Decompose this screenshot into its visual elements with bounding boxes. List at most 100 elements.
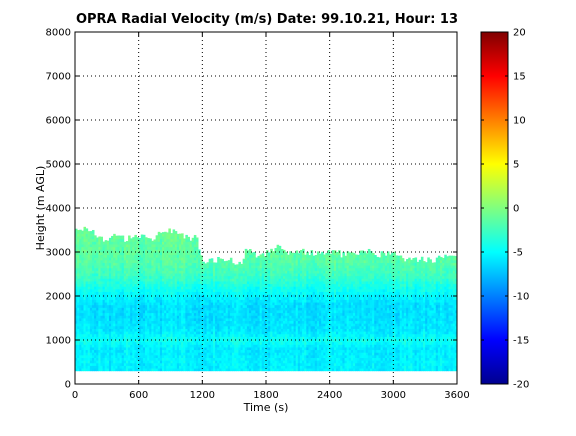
heatmap-cell xyxy=(285,278,288,282)
heatmap-cell xyxy=(138,273,142,277)
heatmap-cell xyxy=(85,233,89,237)
heatmap-cell xyxy=(130,307,133,311)
heatmap-cell xyxy=(168,296,171,300)
heatmap-cell xyxy=(132,281,135,285)
heatmap-cell xyxy=(164,238,167,242)
heatmap-cell xyxy=(157,254,161,258)
heatmap-cell xyxy=(104,240,108,242)
heatmap-cell xyxy=(162,333,165,337)
heatmap-cell xyxy=(87,357,91,361)
heatmap-cell xyxy=(276,273,280,277)
heatmap-cell xyxy=(119,352,123,356)
heatmap-cell xyxy=(191,302,195,306)
heatmap-cell xyxy=(159,238,163,242)
heatmap-cell xyxy=(236,288,239,292)
heatmap-cell xyxy=(89,299,93,303)
heatmap-cell xyxy=(263,323,267,327)
heatmap-cell xyxy=(270,304,273,308)
heatmap-cell xyxy=(91,357,95,361)
heatmap-cell xyxy=(91,347,95,351)
heatmap-cell xyxy=(138,291,142,295)
heatmap-cell xyxy=(121,244,125,248)
heatmap-cell xyxy=(91,238,95,242)
heatmap-cell xyxy=(155,354,159,358)
heatmap-cell xyxy=(96,296,99,300)
heatmap-cell xyxy=(174,365,178,369)
heatmap-cell xyxy=(195,267,199,271)
heatmap-cell xyxy=(155,328,159,332)
heatmap-cell xyxy=(195,275,199,279)
heatmap-cell xyxy=(278,323,282,327)
heatmap-cell xyxy=(142,323,146,327)
heatmap-cell xyxy=(113,331,116,335)
heatmap-cell xyxy=(217,333,220,337)
heatmap-cell xyxy=(123,288,127,292)
heatmap-cell xyxy=(225,270,229,274)
heatmap-cell xyxy=(136,294,140,298)
heatmap-cell xyxy=(151,291,154,295)
heatmap-cell xyxy=(181,352,184,356)
heatmap-cell xyxy=(268,267,271,271)
heatmap-cell xyxy=(134,315,137,319)
heatmap-cell xyxy=(151,349,154,353)
heatmap-cell xyxy=(98,360,101,364)
heatmap-cell xyxy=(263,315,267,319)
heatmap-cell xyxy=(117,310,120,314)
heatmap-cell xyxy=(98,354,101,358)
heatmap-cell xyxy=(166,368,169,372)
heatmap-cell xyxy=(147,278,150,282)
heatmap-cell xyxy=(155,307,159,311)
heatmap-cell xyxy=(221,258,224,261)
heatmap-cell xyxy=(187,365,190,369)
heatmap-cell xyxy=(119,254,123,258)
heatmap-cell xyxy=(223,336,227,340)
heatmap-cell xyxy=(261,286,265,290)
heatmap-cell xyxy=(278,267,282,271)
heatmap-cell xyxy=(291,307,294,311)
heatmap-cell xyxy=(174,252,178,256)
heatmap-cell xyxy=(91,278,95,282)
heatmap-cell xyxy=(162,278,165,282)
heatmap-cell xyxy=(187,244,190,248)
heatmap-cell xyxy=(229,259,233,263)
heatmap-cell xyxy=(145,238,148,242)
heatmap-cell xyxy=(153,259,157,263)
heatmap-cell xyxy=(132,328,135,332)
heatmap-cell xyxy=(108,344,112,348)
heatmap-cell xyxy=(202,286,205,290)
heatmap-cell xyxy=(255,339,258,343)
heatmap-cell xyxy=(217,347,220,351)
heatmap-cell xyxy=(142,352,146,356)
heatmap-cell xyxy=(227,273,231,277)
heatmap-cell xyxy=(263,352,267,356)
heatmap-cell xyxy=(121,320,125,324)
heatmap-cell xyxy=(115,302,118,306)
heatmap-cell xyxy=(285,257,288,261)
heatmap-cell xyxy=(229,302,233,306)
heatmap-cell xyxy=(134,333,137,337)
heatmap-cell xyxy=(85,315,89,319)
heatmap-cell xyxy=(287,331,290,335)
heatmap-cell xyxy=(266,320,269,324)
heatmap-cell xyxy=(257,273,261,277)
heatmap-cell xyxy=(172,325,176,329)
heatmap-cell xyxy=(193,344,197,348)
heatmap-cell xyxy=(227,278,231,282)
heatmap-cell xyxy=(266,354,269,358)
heatmap-cell xyxy=(210,299,214,303)
heatmap-cell xyxy=(272,296,275,300)
heatmap-cell xyxy=(185,333,188,337)
heatmap-cell xyxy=(85,278,89,282)
heatmap-cell xyxy=(174,231,178,234)
heatmap-cell xyxy=(223,310,227,314)
heatmap-cell xyxy=(81,302,84,306)
heatmap-cell xyxy=(212,362,216,366)
heatmap-cell xyxy=(193,299,197,303)
heatmap-cell xyxy=(223,291,227,295)
heatmap-cell xyxy=(153,304,157,308)
heatmap-cell xyxy=(149,278,152,282)
heatmap-cell xyxy=(134,328,137,332)
heatmap-cell xyxy=(140,265,144,269)
heatmap-cell xyxy=(117,291,120,295)
heatmap-cell xyxy=(149,344,152,348)
